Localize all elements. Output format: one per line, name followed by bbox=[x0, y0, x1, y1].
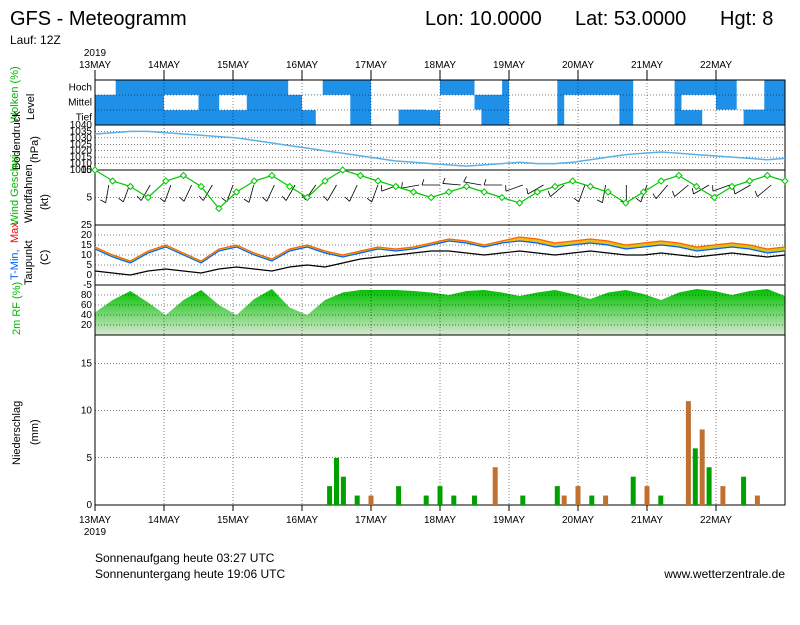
svg-text:20: 20 bbox=[81, 230, 93, 241]
svg-text:40: 40 bbox=[81, 310, 93, 321]
svg-text:Max: Max bbox=[9, 222, 21, 243]
svg-text:Lauf: 12Z: Lauf: 12Z bbox=[10, 33, 61, 47]
svg-text:19MAY: 19MAY bbox=[493, 515, 525, 526]
svg-text:2m RF (%): 2m RF (%) bbox=[11, 282, 23, 335]
svg-text:1040: 1040 bbox=[70, 120, 93, 131]
svg-text:GFS - Meteogramm: GFS - Meteogramm bbox=[10, 8, 187, 30]
svg-text:17MAY: 17MAY bbox=[355, 60, 387, 71]
svg-text:20MAY: 20MAY bbox=[562, 515, 594, 526]
svg-text:19MAY: 19MAY bbox=[493, 60, 525, 71]
svg-text:0: 0 bbox=[86, 500, 92, 511]
svg-text:(hPa): (hPa) bbox=[29, 136, 41, 163]
svg-text:25: 25 bbox=[81, 220, 93, 231]
svg-text:15: 15 bbox=[81, 358, 93, 369]
svg-text:15: 15 bbox=[81, 240, 93, 251]
svg-text:(C): (C) bbox=[39, 250, 51, 265]
svg-text:10: 10 bbox=[81, 406, 93, 417]
svg-text:Sonnenaufgang heute 03:27 UTC: Sonnenaufgang heute 03:27 UTC bbox=[95, 551, 275, 565]
svg-text:Mittel: Mittel bbox=[68, 98, 92, 109]
svg-text:Wind Geschwi.: Wind Geschwi. bbox=[9, 152, 21, 225]
svg-text:0: 0 bbox=[86, 270, 92, 281]
svg-text:Lon: 10.0000: Lon: 10.0000 bbox=[425, 8, 542, 30]
svg-text:(mm): (mm) bbox=[29, 419, 41, 445]
svg-text:Sonnenuntergang heute 19:06 UT: Sonnenuntergang heute 19:06 UTC bbox=[95, 567, 285, 581]
svg-text:18MAY: 18MAY bbox=[424, 60, 456, 71]
svg-text:13MAY: 13MAY bbox=[79, 515, 111, 526]
svg-text:Hgt: 8: Hgt: 8 bbox=[720, 8, 773, 30]
svg-text:20: 20 bbox=[81, 320, 93, 331]
svg-text:Niederschlag: Niederschlag bbox=[11, 401, 23, 465]
svg-text:www.wetterzentrale.de: www.wetterzentrale.de bbox=[663, 567, 785, 581]
svg-text:T-Min,: T-Min, bbox=[9, 249, 21, 280]
svg-text:Level: Level bbox=[25, 94, 37, 120]
svg-text:22MAY: 22MAY bbox=[700, 60, 732, 71]
svg-text:Lat: 53.0000: Lat: 53.0000 bbox=[575, 8, 686, 30]
svg-text:5: 5 bbox=[86, 453, 92, 464]
svg-text:14MAY: 14MAY bbox=[148, 60, 180, 71]
svg-text:22MAY: 22MAY bbox=[700, 515, 732, 526]
svg-text:18MAY: 18MAY bbox=[424, 515, 456, 526]
svg-text:21MAY: 21MAY bbox=[631, 515, 663, 526]
svg-text:10: 10 bbox=[81, 250, 93, 261]
svg-text:2019: 2019 bbox=[84, 48, 107, 59]
svg-text:15MAY: 15MAY bbox=[217, 60, 249, 71]
svg-text:Hoch: Hoch bbox=[69, 83, 92, 94]
svg-text:(kt): (kt) bbox=[39, 194, 51, 210]
svg-text:14MAY: 14MAY bbox=[148, 515, 180, 526]
svg-text:5: 5 bbox=[86, 260, 92, 271]
svg-text:13MAY: 13MAY bbox=[79, 60, 111, 71]
svg-text:20MAY: 20MAY bbox=[562, 60, 594, 71]
svg-text:2019: 2019 bbox=[84, 527, 107, 538]
svg-text:60: 60 bbox=[81, 300, 93, 311]
svg-text:17MAY: 17MAY bbox=[355, 515, 387, 526]
svg-text:15MAY: 15MAY bbox=[217, 515, 249, 526]
svg-text:5: 5 bbox=[86, 193, 92, 204]
svg-text:80: 80 bbox=[81, 290, 93, 301]
svg-text:16MAY: 16MAY bbox=[286, 60, 318, 71]
svg-text:10: 10 bbox=[81, 165, 93, 176]
svg-text:Taupunkt: Taupunkt bbox=[23, 240, 35, 285]
svg-text:16MAY: 16MAY bbox=[286, 515, 318, 526]
svg-text:Windfahnen: Windfahnen bbox=[23, 164, 35, 223]
svg-text:21MAY: 21MAY bbox=[631, 60, 663, 71]
